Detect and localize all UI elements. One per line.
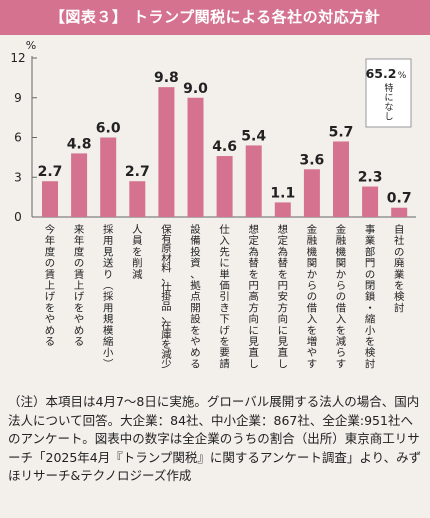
bar <box>158 87 175 218</box>
bar <box>42 181 58 217</box>
bar <box>362 186 379 217</box>
bar <box>100 137 117 217</box>
bar-value-label: 2.7 <box>125 164 150 180</box>
annotation-caption: 特になし <box>384 82 393 123</box>
annotation-unit: % <box>398 71 407 81</box>
category-label: 採用見送り︵採用規模縮小︶ <box>103 223 114 370</box>
category-label: 想定為替を円高方向に見直し <box>249 223 260 370</box>
annotation-box <box>365 58 412 128</box>
bar-value-label: 9.0 <box>183 81 208 97</box>
title-bar <box>0 0 430 35</box>
category-label: 金融機関からの借入を減らす <box>336 223 347 370</box>
bar-value-label: 1.1 <box>270 185 295 201</box>
bar <box>333 141 349 217</box>
bar-value-label: 5.7 <box>329 124 354 140</box>
bar <box>274 202 291 217</box>
source-note: （注）本項目は4月7〜8日に実施。グローバル展開する法人の場合、国内法人について… <box>8 394 422 483</box>
bar <box>216 156 233 217</box>
annotation-value: 65.2 <box>366 66 397 81</box>
bar-value-label: 6.0 <box>96 121 121 137</box>
bar-value-label: 2.3 <box>358 170 383 186</box>
category-label: 仕入先に単価引き下げを要請 <box>219 223 230 370</box>
category-label: 保有原材料、仕掛品、在庫を減少 <box>161 223 172 370</box>
category-label: 設備投資、拠点開設をやめる <box>190 223 201 370</box>
bar <box>303 169 320 217</box>
category-label: 人員を削減 <box>132 224 143 281</box>
category-label: 金融機関からの借入を増やす <box>307 223 318 370</box>
bar <box>245 145 262 217</box>
y-tick-label: 0 <box>14 210 22 224</box>
chart-area: % 0 3 6 9 12 2.7 今年度の賃上げをやめる 4.8 来年度の賃上げをやめる 6.0 採用… <box>0 35 430 392</box>
bar-value-label: 5.4 <box>241 128 266 144</box>
bar-value-label: 4.8 <box>67 136 92 152</box>
bar <box>391 207 408 217</box>
category-label: 事業部門の閉鎖・縮小を検討 <box>365 223 376 370</box>
y-tick-label: 3 <box>14 170 22 184</box>
bar-value-label: 3.6 <box>299 152 324 168</box>
bar-value-label: 9.8 <box>154 70 179 86</box>
y-axis-unit-label: % <box>26 39 36 52</box>
category-label: 自社の廃業を検討 <box>394 223 405 314</box>
chart-title: 【図表３】 トランプ関税による各社の対応方針 <box>49 8 381 26</box>
category-label: 想定為替を円安方向に見直し <box>278 223 289 370</box>
bar-value-label: 4.6 <box>212 139 237 155</box>
y-tick-label: 12 <box>10 51 25 65</box>
y-tick-label: 9 <box>14 91 22 105</box>
category-label: 今年度の賃上げをやめる <box>45 223 56 348</box>
bar <box>187 97 204 217</box>
bar-chart: % 0 3 6 9 12 2.7 今年度の賃上げをやめる 4.8 来年度の賃上げをやめる 6.0 採用… <box>10 39 416 370</box>
bar-value-label: 0.7 <box>387 191 412 207</box>
bar <box>129 181 146 217</box>
bar <box>71 153 88 217</box>
category-label: 来年度の賃上げをやめる <box>74 224 85 348</box>
y-tick-label: 6 <box>14 131 22 145</box>
bar-value-label: 2.7 <box>38 164 63 180</box>
